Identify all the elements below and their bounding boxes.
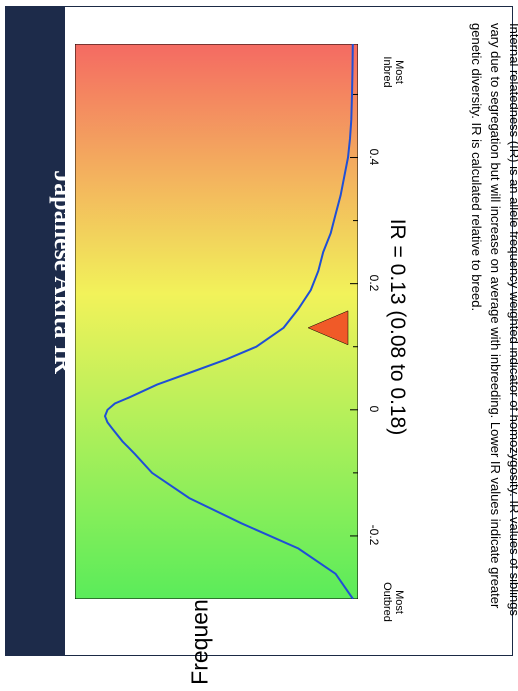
description-text: Internal relatedness (IR) is an allele f… — [469, 23, 518, 617]
plot-background — [75, 44, 358, 599]
ir-value-text: IR = 0.13 (0.08 to 0.18) — [386, 218, 409, 436]
chart-plot — [75, 44, 358, 599]
ir-marker — [307, 310, 349, 346]
tick-label: 0.4 — [367, 148, 381, 165]
tick-label: 0 — [367, 405, 381, 413]
title-band — [5, 6, 65, 656]
chart-title: Japanese Akita IR — [49, 170, 78, 374]
label-most-outbred: Most Outbred — [381, 582, 405, 622]
tick-label: 0.2 — [367, 274, 381, 291]
label-most-inbred: Most Inbred — [381, 56, 405, 88]
density-curve — [103, 44, 354, 599]
tick-label: -0.2 — [367, 524, 381, 546]
